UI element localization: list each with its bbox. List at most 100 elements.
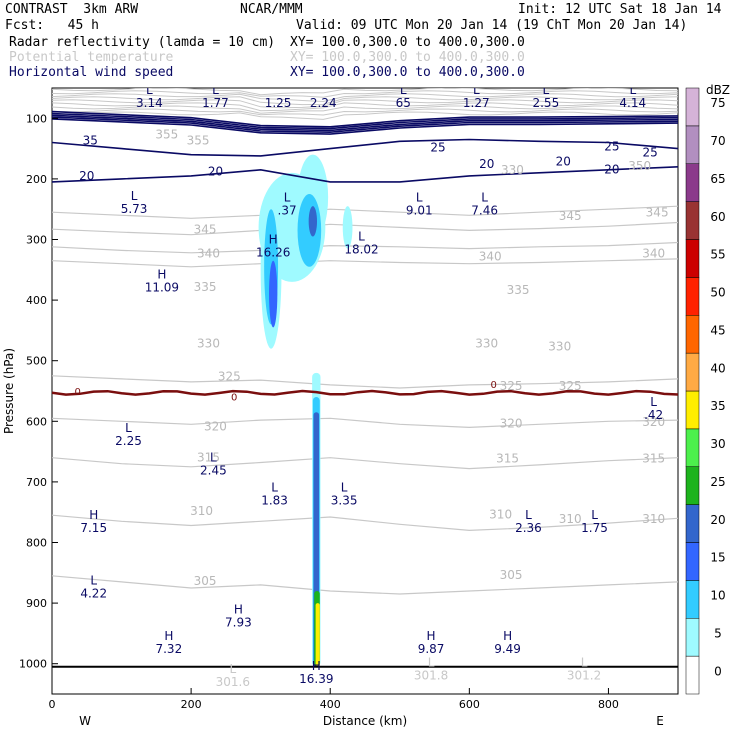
colorbar-swatch-5 — [685, 618, 700, 657]
y-tick-label: 700 — [26, 476, 47, 489]
theta-contour-315 — [52, 457, 678, 470]
colorbar-level-label: 35 — [710, 399, 725, 413]
freezing-level-label: 0 — [75, 387, 81, 398]
theta-contour-310 — [52, 514, 678, 532]
wind-contour-label: 20 — [604, 162, 619, 176]
extremum-letter: L — [481, 190, 488, 204]
theta-contour-label: 315 — [642, 452, 665, 466]
extremum-value: 7.93 — [225, 615, 252, 629]
colorbar-level-label: 10 — [710, 589, 725, 603]
y-tick-label: 500 — [26, 355, 47, 368]
colorbar-swatch-0 — [685, 655, 700, 695]
colorbar-level-label: 60 — [710, 210, 725, 224]
wind-contour-label: 25 — [430, 141, 445, 155]
extremum-value: .42 — [644, 408, 663, 422]
theta-contour-320 — [52, 417, 678, 429]
theta-contour-label: 345 — [194, 222, 217, 236]
theta-contour-label: 305 — [500, 568, 523, 582]
field-wind-xy: XY= 100.0,300.0 to 400.0,300.0 — [290, 65, 525, 80]
colorbar-swatch-20 — [685, 504, 700, 543]
colorbar-level-label: 50 — [710, 286, 725, 300]
extremum-value: 4.14 — [619, 96, 646, 110]
freezing-level-label: 0 — [231, 393, 237, 404]
theta-contour-label: 330 — [197, 336, 220, 350]
theta-stratosphere-line — [52, 88, 678, 96]
extremum-value: 11.09 — [145, 280, 179, 294]
extremum-letter: H — [89, 508, 98, 522]
theta-contour-label: 355 — [155, 127, 178, 141]
reflectivity-cell-15dbz — [269, 260, 278, 328]
freezing-level-label: 0 — [490, 380, 496, 391]
colorbar-swatch-35 — [685, 390, 700, 430]
extremum-value: 301.6 — [216, 675, 250, 689]
x-tick-label: 400 — [320, 698, 341, 711]
extremum-letter: L — [428, 656, 435, 670]
colorbar-swatch-40 — [685, 352, 700, 392]
x-left-direction: W — [79, 714, 91, 728]
extremum-letter: L — [271, 481, 278, 495]
colorbar-swatch-70 — [685, 125, 700, 164]
extremum-value: 9.01 — [406, 203, 433, 217]
reflectivity-cell-20dbz — [308, 206, 318, 237]
theta-contour-325 — [52, 375, 678, 389]
extremum-letter: H — [503, 629, 512, 643]
theta-contour-label: 345 — [646, 205, 669, 219]
wind-contour-30 — [52, 110, 678, 128]
extremum-value: 1.83 — [261, 494, 288, 508]
extremum-letter: L — [125, 421, 132, 435]
colorbar-unit: dBZ — [706, 83, 730, 97]
colorbar-level-label: 15 — [710, 551, 725, 565]
colorbar-level-label: 5 — [714, 626, 722, 640]
extremum-letter: L — [629, 83, 636, 97]
extremum-value: 9.87 — [418, 642, 445, 656]
wind-contour-30 — [52, 112, 678, 130]
x-tick-label: 200 — [181, 698, 202, 711]
theta-contour-label: 335 — [194, 280, 217, 294]
extremum-value: 2.45 — [200, 463, 227, 477]
colorbar-level-label: 75 — [710, 96, 725, 110]
theta-stratosphere-line — [52, 96, 678, 106]
extremum-value: 1.75 — [581, 521, 608, 535]
extremum-letter: H — [157, 267, 166, 281]
x-axis-label: Distance (km) — [323, 714, 407, 728]
colorbar-level-label: 40 — [710, 361, 725, 375]
extremum-value: 2.36 — [515, 521, 542, 535]
theta-contour-label: 320 — [500, 416, 523, 430]
extremum-value: 7.46 — [471, 203, 498, 217]
field-theta-name: Potential temperature — [9, 50, 174, 65]
extremum-value: 2.55 — [532, 96, 559, 110]
extremum-value: 2.24 — [310, 96, 337, 110]
theta-contour-label: 325 — [218, 370, 241, 384]
extremum-value: 65 — [396, 96, 411, 110]
colorbar-level-label: 55 — [710, 248, 725, 262]
wind-contour-30 — [52, 118, 678, 135]
wind-contour-25 — [52, 138, 678, 157]
wind-contour-label: 20 — [208, 164, 223, 178]
theta-stratosphere-line — [52, 111, 678, 120]
x-right-direction: E — [656, 714, 664, 728]
field-reflectivity-name: Radar reflectivity (lamda = 10 cm) — [9, 35, 276, 50]
wind-contour-label: 25 — [643, 145, 658, 159]
theta-contour-label: 325 — [500, 379, 523, 393]
wind-contour-30 — [52, 116, 678, 134]
colorbar-swatch-45 — [685, 315, 700, 354]
center-title: NCAR/MMM — [240, 2, 303, 17]
extremum-value: 3.14 — [136, 96, 163, 110]
extremum-value: 16.26 — [256, 246, 290, 260]
extremum-letter: H — [164, 629, 173, 643]
colorbar-swatch-60 — [685, 201, 700, 240]
reflectivity-cell-5dbz — [342, 206, 353, 249]
extremum-value: 1.27 — [463, 96, 490, 110]
y-tick-label: 800 — [26, 537, 47, 550]
extremum-value: 301.2 — [567, 669, 601, 683]
theta-contour-label: 315 — [197, 450, 220, 464]
theta-contour-label: 310 — [190, 504, 213, 518]
theta-contour-label: 335 — [507, 283, 530, 297]
extremum-value: 5.73 — [121, 202, 148, 216]
wind-contour-label: 30 — [37, 136, 52, 150]
theta-contour-label: 350 — [628, 159, 651, 173]
theta-contour-label: 345 — [559, 209, 582, 223]
reflectivity-column-35dbz — [315, 603, 320, 667]
model-title: CONTRAST 3km ARW — [5, 2, 139, 17]
